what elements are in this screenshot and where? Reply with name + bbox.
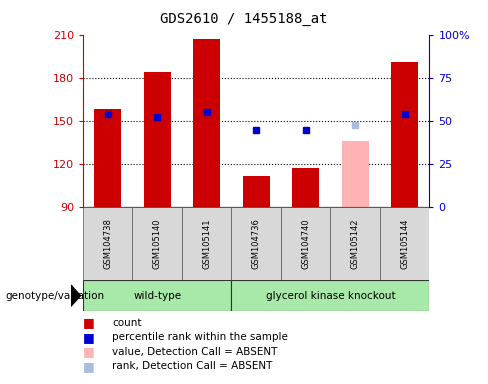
Bar [391,62,418,207]
Text: GSM105140: GSM105140 [153,218,162,269]
Text: GSM105142: GSM105142 [351,218,360,269]
Text: GSM104740: GSM104740 [301,218,310,269]
Text: ■: ■ [83,316,95,329]
Polygon shape [71,285,81,306]
Bar [292,169,319,207]
Text: value, Detection Call = ABSENT: value, Detection Call = ABSENT [112,347,278,357]
Bar [132,207,182,280]
Bar [380,207,429,280]
Text: genotype/variation: genotype/variation [5,291,104,301]
Bar [281,207,330,280]
Bar [231,280,429,311]
Bar [231,207,281,280]
Bar [330,207,380,280]
Text: wild-type: wild-type [133,291,181,301]
Text: GSM104736: GSM104736 [252,218,261,269]
Bar [94,109,122,207]
Bar [83,207,132,280]
Text: GSM104738: GSM104738 [103,218,112,269]
Bar [143,72,171,207]
Text: glycerol kinase knockout: glycerol kinase knockout [265,291,395,301]
Text: rank, Detection Call = ABSENT: rank, Detection Call = ABSENT [112,361,273,371]
Bar [342,141,369,207]
Bar [193,39,220,207]
Text: percentile rank within the sample: percentile rank within the sample [112,332,288,342]
Text: GSM105141: GSM105141 [202,218,211,269]
Text: GDS2610 / 1455188_at: GDS2610 / 1455188_at [160,12,328,25]
Text: ■: ■ [83,345,95,358]
Bar [243,176,270,207]
Text: ■: ■ [83,331,95,344]
Bar [182,207,231,280]
Bar [83,280,231,311]
Text: GSM105144: GSM105144 [400,218,409,269]
Text: count: count [112,318,142,328]
Text: ■: ■ [83,360,95,373]
